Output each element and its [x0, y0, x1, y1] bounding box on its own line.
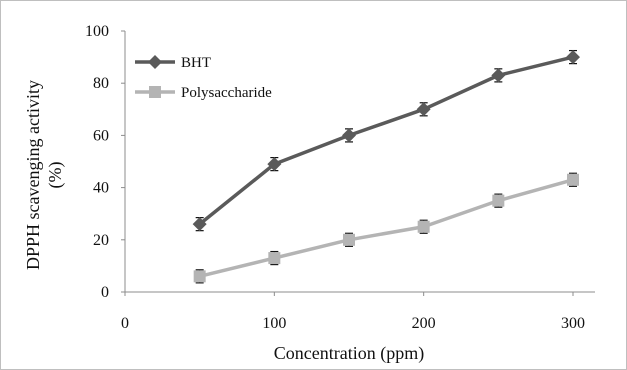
x-tick-label: 0 — [121, 315, 129, 332]
data-point — [566, 50, 580, 65]
legend-swatch-marker — [148, 55, 162, 69]
data-point — [342, 128, 356, 143]
legend-swatch-marker — [149, 86, 161, 98]
data-point — [192, 217, 207, 232]
x-tick-label: 100 — [262, 315, 286, 332]
y-tick-label: 80 — [93, 75, 109, 92]
axes-layer: 0 20 40 60 80 100 0 100 200 300 — [85, 23, 595, 332]
y-tick-label: 40 — [93, 180, 109, 197]
x-tick-label: 300 — [561, 315, 585, 332]
legend: BHT Polysaccharide — [135, 55, 272, 101]
data-point — [492, 194, 505, 207]
y-axis-title-line2: (%) — [45, 162, 66, 189]
series-layer — [192, 49, 580, 284]
legend-label: BHT — [181, 55, 211, 71]
x-axis-title: Concentration (ppm) — [274, 343, 424, 364]
data-point — [416, 102, 431, 117]
data-point — [567, 173, 579, 186]
data-point — [268, 252, 281, 265]
data-point — [343, 233, 355, 246]
series-bht — [192, 49, 580, 232]
data-point — [417, 220, 430, 233]
y-tick-label: 0 — [101, 284, 109, 301]
series-polysaccharide — [193, 172, 579, 284]
x-tick-label: 200 — [412, 315, 436, 332]
y-axis-title-line1: DPPH scavenging activity — [23, 80, 43, 270]
data-point — [267, 157, 282, 172]
y-axis-title-group: DPPH scavenging activity (%) — [23, 80, 66, 270]
series-line — [199, 178, 574, 279]
data-point — [491, 68, 506, 83]
data-point — [193, 270, 206, 283]
legend-label: Polysaccharide — [181, 85, 272, 101]
series-line — [198, 55, 574, 226]
y-tick-label: 60 — [93, 127, 109, 144]
y-tick-label: 100 — [85, 23, 109, 40]
y-tick-label: 20 — [93, 232, 109, 249]
